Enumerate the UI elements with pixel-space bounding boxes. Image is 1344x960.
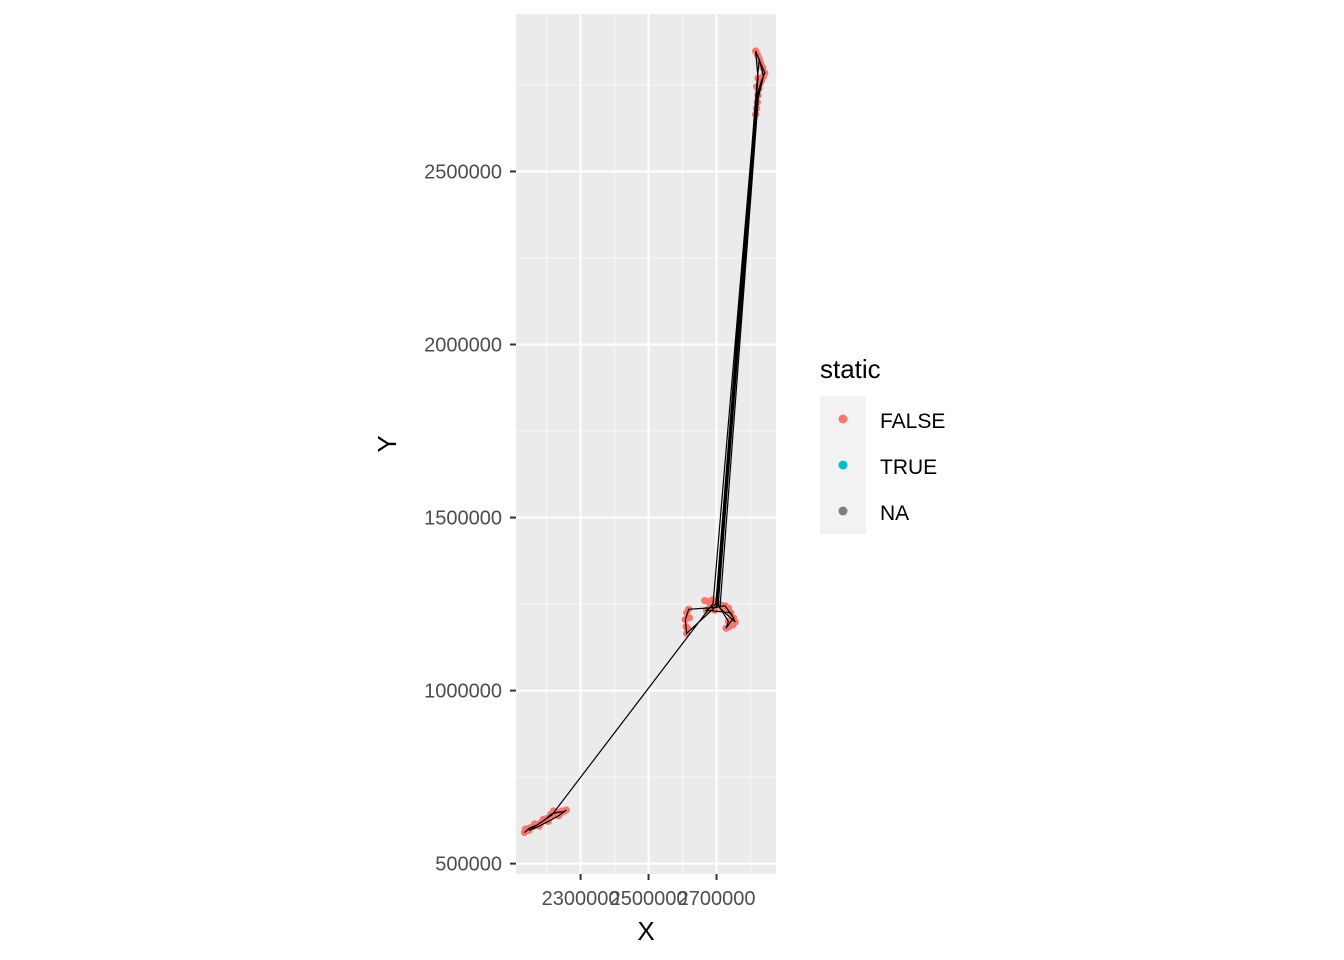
legend-key-na — [838, 506, 848, 516]
y-tick-label: 2500000 — [424, 161, 502, 183]
legend-title: static — [820, 354, 881, 384]
data-point — [685, 614, 693, 622]
y-tick-label: 2000000 — [424, 335, 502, 357]
plot-panel — [516, 14, 776, 874]
legend-key-true — [838, 460, 848, 470]
legend: static FALSE TRUE NA — [820, 354, 945, 534]
path-layer — [524, 50, 766, 833]
trajectory-path — [524, 50, 766, 833]
data-point — [719, 605, 727, 613]
legend-label-true: TRUE — [880, 456, 937, 479]
legend-keys — [838, 414, 848, 516]
x-tick-label: 2500000 — [610, 888, 688, 910]
data-point — [539, 815, 547, 823]
legend-label-false: FALSE — [880, 410, 945, 433]
x-tick-label: 2300000 — [542, 888, 620, 910]
y-axis: 500000 1000000 1500000 2000000 2500000 — [424, 161, 516, 876]
y-axis-title: Y — [372, 435, 402, 452]
data-point — [558, 807, 566, 815]
legend-label-na: NA — [880, 502, 909, 525]
y-tick-label: 500000 — [435, 854, 502, 876]
legend-key-false — [838, 414, 848, 424]
y-tick-label: 1500000 — [424, 508, 502, 530]
y-tick-label: 1000000 — [424, 681, 502, 703]
x-tick-label: 2700000 — [678, 888, 756, 910]
x-axis-title: X — [637, 916, 654, 946]
